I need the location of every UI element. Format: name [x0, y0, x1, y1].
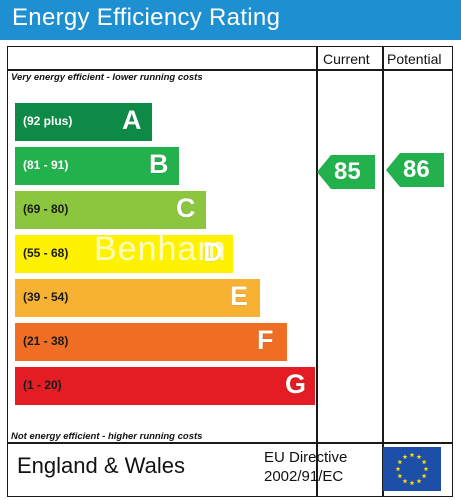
eu-flag-star	[409, 452, 415, 458]
eu-flag-star	[402, 454, 408, 459]
eu-flag-star	[395, 466, 401, 472]
band-c-letter: C	[176, 193, 196, 223]
eu-flag-star	[421, 459, 427, 465]
band-c-range: (69 - 80)	[23, 202, 69, 216]
header-divider	[7, 69, 453, 71]
bottom-note: Not energy efficient - higher running co…	[11, 431, 203, 442]
eu-flag-icon	[383, 447, 441, 491]
band-a-letter: A	[122, 105, 142, 135]
potential-rating-value: 86	[403, 156, 430, 183]
band-g: (1 - 20) G	[15, 367, 315, 405]
band-e-letter: E	[230, 281, 249, 311]
potential-column-divider	[382, 46, 384, 497]
band-f: (21 - 38) F	[15, 323, 287, 361]
current-rating-value: 85	[334, 158, 361, 185]
eu-flag-star	[421, 473, 427, 479]
current-column-header: Current	[323, 51, 370, 67]
directive-line-2: 2002/91/EC	[264, 468, 344, 485]
eu-flag-star	[423, 466, 429, 472]
band-d: (55 - 68) D	[15, 235, 233, 273]
band-e-range: (39 - 54)	[23, 290, 69, 304]
eu-flag-star	[416, 478, 422, 484]
footer-divider	[7, 442, 453, 444]
band-d-letter: D	[203, 237, 223, 267]
eu-flag-star	[416, 454, 422, 459]
eu-flag-star	[402, 478, 408, 484]
region-label: England & Wales	[17, 453, 185, 478]
band-g-range: (1 - 20)	[23, 378, 62, 392]
potential-arrow-shape	[386, 153, 444, 187]
band-b: (81 - 91) B	[15, 147, 179, 185]
band-e: (39 - 54) E	[15, 279, 260, 317]
current-arrow-shape	[317, 155, 375, 189]
eu-flag-star	[397, 473, 403, 479]
band-b-letter: B	[149, 149, 169, 179]
current-rating-arrow: 85	[317, 155, 377, 189]
directive-line-1: EU Directive	[264, 449, 348, 466]
title-bar: Energy Efficiency Rating	[0, 0, 461, 40]
band-a-range: (92 plus)	[23, 114, 73, 128]
eu-flag-star	[409, 480, 415, 486]
rating-frame	[7, 46, 453, 497]
potential-column-header: Potential	[387, 51, 442, 67]
band-b-range: (81 - 91)	[23, 158, 69, 172]
eu-directive: EU Directive 2002/91/EC	[264, 448, 347, 486]
band-c: (69 - 80) C	[15, 191, 206, 229]
eu-flag-star	[397, 459, 403, 465]
top-note: Very energy efficient - lower running co…	[11, 72, 203, 83]
potential-rating-arrow: 86	[386, 153, 446, 187]
band-f-letter: F	[257, 325, 274, 355]
current-column-divider	[316, 46, 318, 497]
band-a: (92 plus) A	[15, 103, 152, 141]
band-g-letter: G	[285, 369, 307, 399]
watermark-text: Benham	[94, 230, 227, 268]
band-f-range: (21 - 38)	[23, 334, 69, 348]
band-d-range: (55 - 68)	[23, 246, 69, 260]
page-title: Energy Efficiency Rating	[12, 4, 281, 31]
